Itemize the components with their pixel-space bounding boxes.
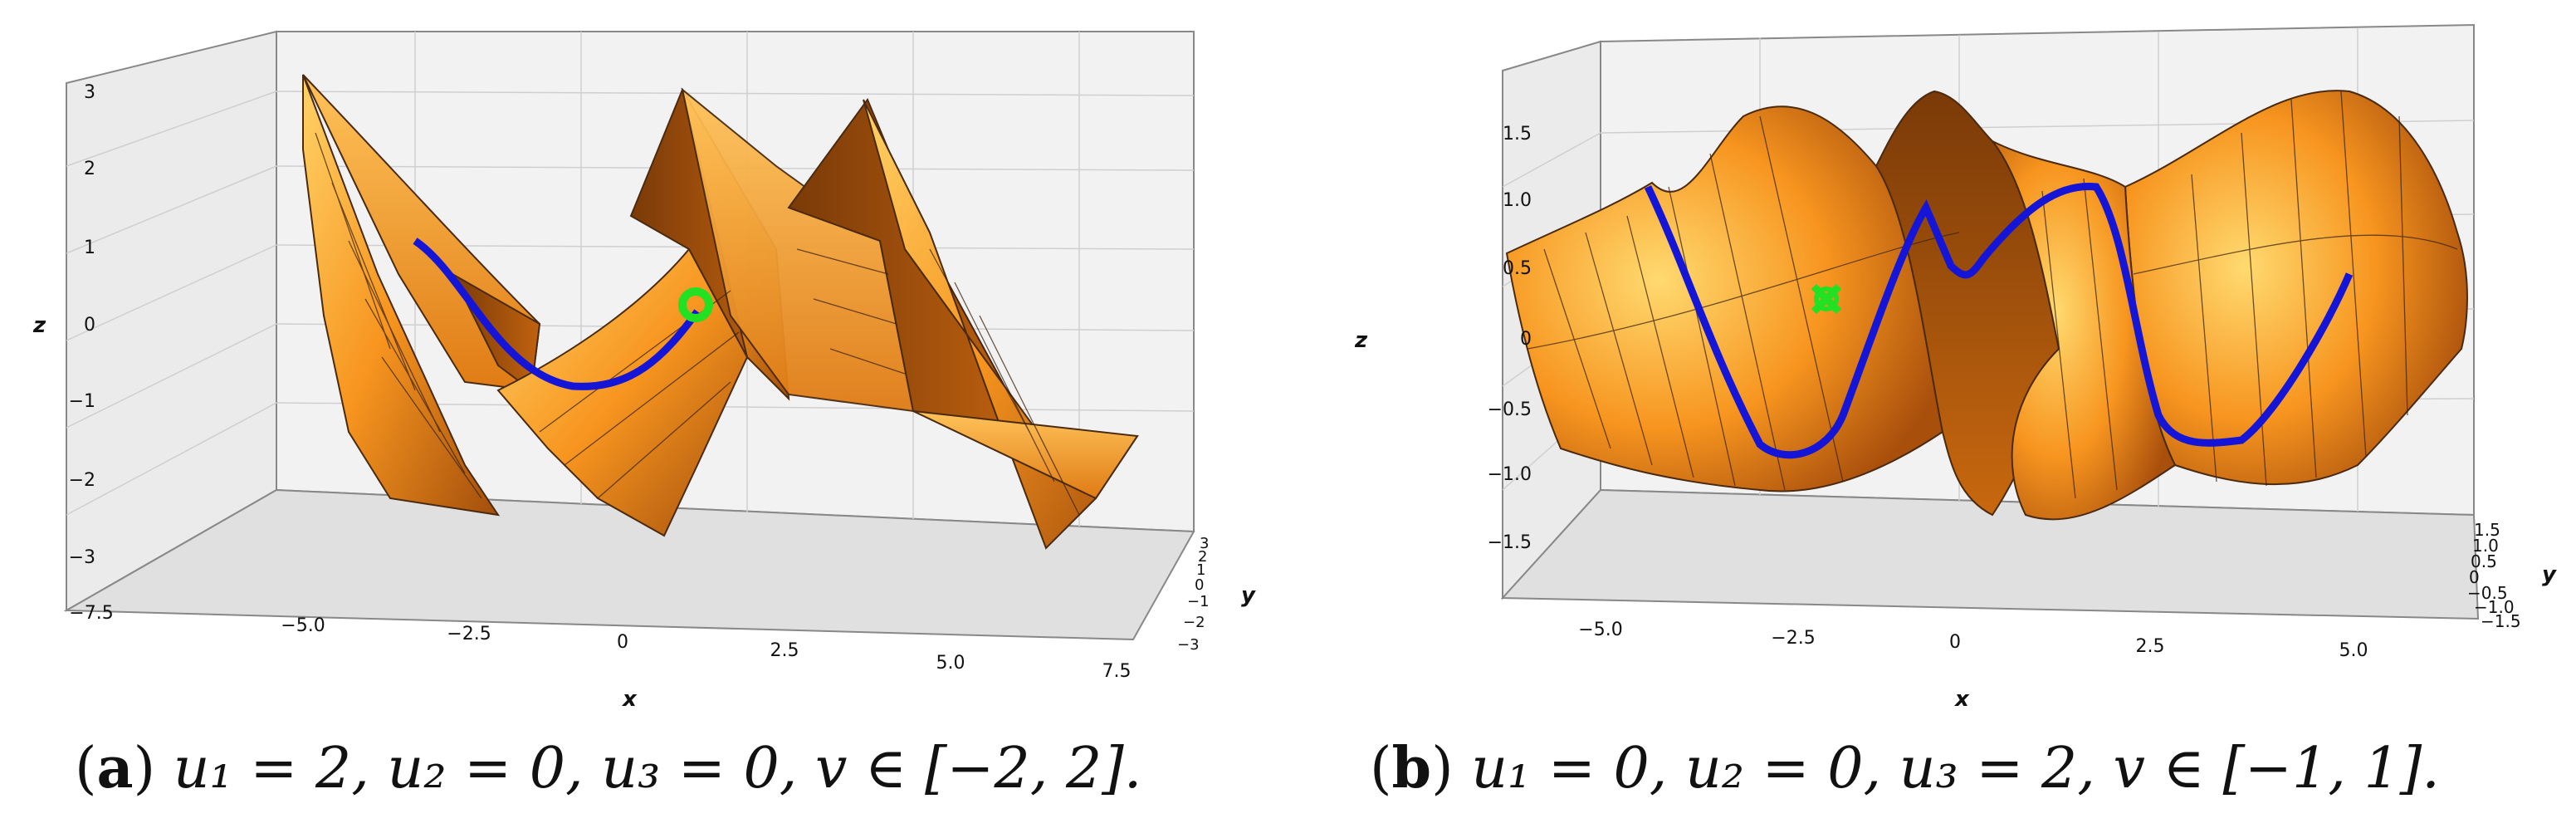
y-tick: 3 [1200,535,1209,552]
plot-b: 1.5 1.0 0.5 0 −0.5 −1.0 −1.5 z −5.0 −2.5… [1354,23,2557,712]
z-tick: −0.5 [1488,399,1532,420]
z-tick: 0.5 [1503,258,1532,279]
floor [63,488,1195,641]
z-tick: −3 [69,547,95,568]
z-axis-label: z [1354,328,1368,353]
mesh-lines [1527,91,2458,499]
marker-point-b-ring [1814,287,1839,311]
y-tick: 0 [1195,576,1204,594]
z-axis-label: z [32,313,46,338]
surface-sheet-left [302,74,501,517]
y-tick: −1 [1187,593,1210,610]
z-tick: 1.0 [1503,190,1532,211]
z-tick: −2 [69,470,95,491]
caption-a: (a) u₁ = 2, u₂ = 0, u₃ = 0, v ∈ [−2, 2]. [75,735,1142,801]
floor [1500,488,2480,620]
y-tick: −1.0 [2474,597,2515,617]
caption-a-label: a [96,735,134,801]
caption-b: (b) u₁ = 0, u₂ = 0, u₃ = 2, v ∈ [−1, 1]. [1370,735,2440,801]
y-tick: −1.5 [2481,611,2521,631]
panel-b: 1.5 1.0 0.5 0 −0.5 −1.0 −1.5 z −5.0 −2.5… [1295,0,2574,723]
z-tick: −1.0 [1488,464,1532,485]
z-tick: 0 [1520,329,1532,350]
x-tick: 0 [1949,632,1961,653]
caption-a-text: u₁ = 2, u₂ = 0, u₃ = 0, v ∈ [−2, 2]. [173,736,1142,801]
x-ticks-b: −5.0 −2.5 0 2.5 5.0 [1578,620,2368,661]
y-axis-label: y [1241,583,1256,608]
z-tick: −1.5 [1488,532,1532,553]
x-tick: 2.5 [2136,636,2165,657]
y-tick: −0.5 [2467,583,2508,603]
x-ticks-a: −7.5 −5.0 −2.5 0 2.5 5.0 7.5 [69,603,1131,682]
z-tick: 1 [84,238,95,258]
x-tick: −5.0 [1578,620,1622,640]
curve-a [413,238,701,390]
y-ticks-b: 1.5 1.0 0.5 0 −0.5 −1.0 −1.5 [2467,520,2521,631]
marker-point-a [678,287,713,322]
surface-center-sheet [1992,140,2177,521]
z-tick: −1 [69,391,95,412]
x-tick: 5.0 [936,653,965,674]
y-tick: 1.0 [2472,536,2499,556]
z-tick: 3 [84,82,95,103]
x-tick: −5.0 [281,615,325,636]
y-tick: 1 [1196,561,1205,579]
x-tick: 0 [617,632,628,653]
curve-b [1644,182,2354,459]
caption-b-text: u₁ = 0, u₂ = 0, u₃ = 2, v ∈ [−1, 1]. [1471,736,2440,801]
y-tick: 2 [1198,548,1207,566]
panel-a: 3 2 1 0 −1 −2 −3 z −7.5 −5.0 −2.5 0 2.5 … [0,0,1278,723]
y-tick: −2 [1183,614,1205,631]
y-tick: 1.5 [2474,520,2500,540]
z-tick: 2 [84,159,95,179]
surface-b [1505,90,2468,521]
plot-a: 3 2 1 0 −1 −2 −3 z −7.5 −5.0 −2.5 0 2.5 … [32,30,1256,712]
z-tick: 1.5 [1503,124,1532,145]
x-tick: 2.5 [770,640,799,661]
caption-b-label: b [1391,735,1432,801]
z-tick: 0 [84,315,95,336]
x-tick: −2.5 [447,624,491,644]
y-axis-label: y [2542,562,2557,587]
x-axis-label: x [1953,687,1970,712]
x-axis-label: x [621,687,638,712]
x-tick: 5.0 [2339,640,2368,661]
x-tick: −2.5 [1771,628,1815,649]
x-tick: 7.5 [1102,661,1132,682]
y-ticks-a: 3 2 1 0 −1 −2 −3 [1177,535,1210,654]
x-tick: −7.5 [69,603,113,624]
y-tick: −3 [1177,636,1200,654]
y-tick: 0.5 [2471,551,2497,571]
y-tick: 0 [2469,567,2480,587]
mesh-lines [315,132,1080,516]
surface-a [302,74,1139,550]
surface-valley-1 [496,247,749,537]
z-ticks-a: 3 2 1 0 −1 −2 −3 [69,82,95,568]
z-ticks-b: 1.5 1.0 0.5 0 −0.5 −1.0 −1.5 [1488,124,1532,553]
